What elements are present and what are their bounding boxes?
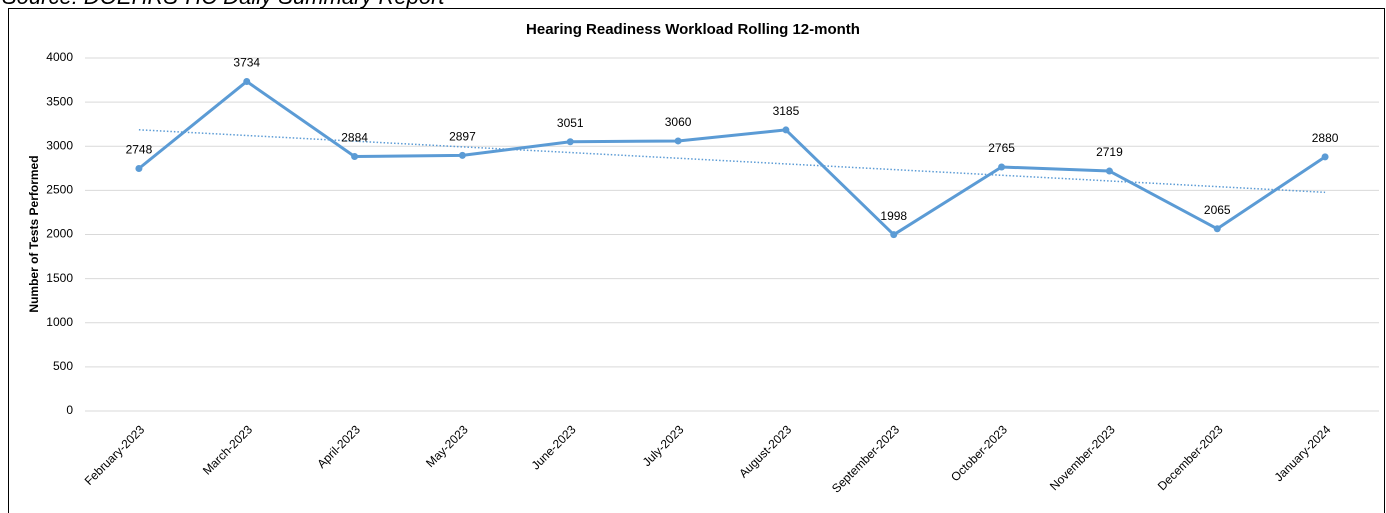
data-label: 1998 [880,209,907,223]
data-label: 2880 [1312,131,1339,145]
x-tick-label: November-2023 [1047,422,1118,493]
data-point [782,126,790,134]
y-tick-label: 3500 [46,94,73,108]
x-tick-label: July-2023 [640,422,687,469]
x-tick-label: October-2023 [948,422,1010,484]
data-label: 3060 [665,115,692,129]
y-axis-label: Number of Tests Performed [27,155,41,312]
x-tick-label: September-2023 [829,422,902,495]
data-point [135,164,143,172]
trendline [138,129,1326,194]
x-tick-label: December-2023 [1155,422,1226,493]
data-label: 3185 [773,104,800,118]
data-point [674,137,682,145]
x-tick-label: August-2023 [736,422,794,480]
data-point [998,163,1006,171]
data-label: 2765 [988,141,1015,155]
data-label: 2719 [1096,145,1123,159]
y-tick-label: 3000 [46,138,73,152]
data-label: 2897 [449,130,476,144]
x-tick-label: June-2023 [529,422,579,472]
y-tick-label: 1500 [46,271,73,285]
y-tick-label: 1000 [46,315,73,329]
data-label: 2884 [341,131,368,145]
data-label: 3734 [233,56,260,70]
data-point [243,77,251,85]
data-label: 2748 [126,143,153,157]
x-tick-label: February-2023 [82,422,148,488]
chart-frame [8,8,1385,513]
data-point [1105,167,1113,175]
y-tick-label: 2000 [46,227,73,241]
data-line [137,79,1326,237]
y-tick-label: 4000 [46,50,73,64]
data-point [890,231,898,239]
chart-title: Hearing Readiness Workload Rolling 12-mo… [526,21,860,38]
data-label: 2065 [1204,203,1231,217]
data-point [566,138,574,146]
data-point [458,151,466,159]
source-note: Source: DOEHRS-HC Daily Summary Report [2,0,445,9]
x-tick-label: May-2023 [423,422,471,470]
x-tick-label: March-2023 [200,422,255,477]
y-tick-label: 2500 [46,183,73,197]
y-tick-label: 500 [53,359,73,373]
x-tick-label: January-2024 [1272,422,1334,484]
y-tick-label: 0 [66,403,73,417]
x-tick-label: April-2023 [314,422,363,471]
data-point [1213,225,1221,233]
data-point [351,152,359,160]
data-label: 3051 [557,116,584,130]
data-point [1321,153,1329,161]
